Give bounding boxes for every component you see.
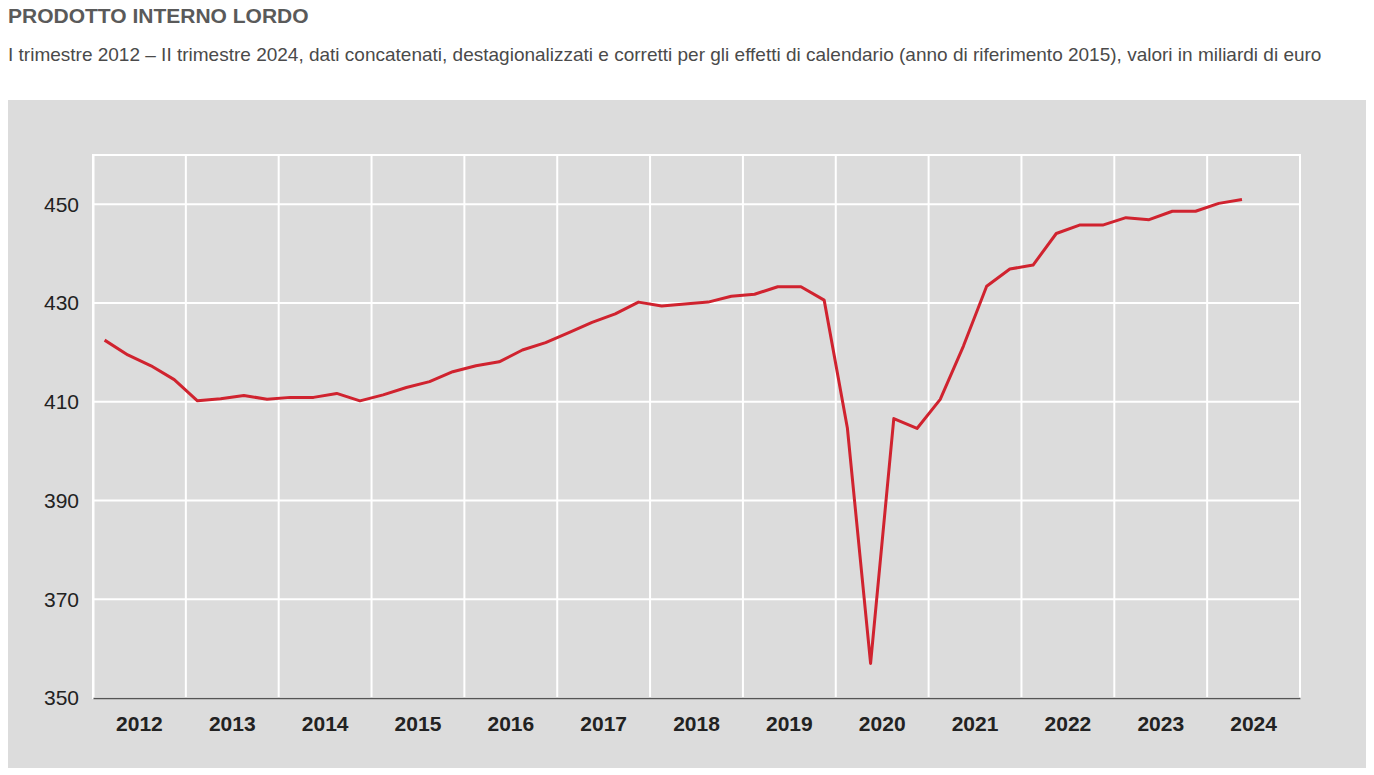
x-tick: 2019 bbox=[766, 698, 813, 735]
x-tick: 2015 bbox=[395, 698, 442, 735]
y-axis: 350 370 390 410 430 450 bbox=[44, 156, 94, 710]
x-tick-label: 2023 bbox=[1137, 712, 1184, 735]
x-tick: 2021 bbox=[952, 698, 999, 735]
y-tick-label: 410 bbox=[44, 390, 79, 413]
title: PRODOTTO INTERNO LORDO bbox=[8, 4, 309, 28]
y-tick: 430 bbox=[44, 291, 93, 314]
x-tick-label: 2024 bbox=[1230, 712, 1277, 735]
y-tick-label: 450 bbox=[44, 193, 79, 216]
x-tick: 2016 bbox=[487, 698, 534, 735]
x-tick: 2018 bbox=[673, 698, 720, 735]
x-axis-line bbox=[94, 698, 1301, 700]
x-tick-label: 2022 bbox=[1045, 712, 1092, 735]
x-tick-label: 2016 bbox=[487, 712, 534, 735]
y-tick: 450 bbox=[44, 193, 93, 216]
y-axis-line bbox=[93, 156, 95, 699]
y-tick-label: 350 bbox=[44, 686, 79, 709]
y-tick: 390 bbox=[44, 489, 93, 512]
subtitle: I trimestre 2012 – II trimestre 2024, da… bbox=[8, 40, 1370, 69]
x-tick: 2020 bbox=[859, 698, 906, 735]
y-grid-line bbox=[93, 401, 1300, 403]
x-tick-label: 2012 bbox=[116, 712, 163, 735]
year-divider bbox=[742, 155, 744, 698]
year-divider bbox=[649, 155, 651, 698]
year-divider bbox=[556, 155, 558, 698]
year-divider bbox=[835, 155, 837, 698]
plot-background bbox=[8, 100, 1366, 768]
x-tick-label: 2014 bbox=[302, 712, 349, 735]
x-tick: 2014 bbox=[302, 698, 349, 735]
x-tick-label: 2013 bbox=[209, 712, 256, 735]
year-divider bbox=[92, 155, 94, 698]
y-tick-label: 430 bbox=[44, 291, 79, 314]
y-grid-line bbox=[93, 697, 1300, 699]
series-group bbox=[105, 199, 1242, 663]
y-grid-line bbox=[93, 203, 1300, 205]
year-divider bbox=[1299, 155, 1301, 698]
y-tick: 370 bbox=[44, 587, 93, 610]
year-divider bbox=[278, 155, 280, 698]
x-tick: 2023 bbox=[1137, 698, 1184, 735]
y-tick-label: 390 bbox=[44, 489, 79, 512]
year-divider bbox=[1113, 155, 1115, 698]
x-tick: 2012 bbox=[116, 698, 163, 735]
x-tick: 2022 bbox=[1045, 698, 1092, 735]
x-tick-label: 2021 bbox=[952, 712, 999, 735]
x-axis: 2012 2013 2014 2015 2016 2017 2018 2019 2020 2021… bbox=[94, 698, 1301, 735]
x-tick-label: 2015 bbox=[395, 712, 442, 735]
year-divider bbox=[1206, 155, 1208, 698]
y-tick-label: 370 bbox=[44, 587, 79, 610]
gdp-line bbox=[105, 199, 1242, 663]
x-tick: 2024 bbox=[1230, 698, 1277, 735]
x-tick-label: 2019 bbox=[766, 712, 813, 735]
y-tick: 410 bbox=[44, 390, 93, 413]
x-tick: 2017 bbox=[580, 698, 627, 735]
year-divider bbox=[463, 155, 465, 698]
year-divider bbox=[1020, 155, 1022, 698]
y-tick: 350 bbox=[44, 686, 93, 709]
x-tick: 2013 bbox=[209, 698, 256, 735]
year-divider bbox=[928, 155, 930, 698]
year-divider bbox=[185, 155, 187, 698]
x-tick-label: 2020 bbox=[859, 712, 906, 735]
plot-frame bbox=[93, 155, 1300, 698]
x-tick-label: 2018 bbox=[673, 712, 720, 735]
year-divider bbox=[371, 155, 373, 698]
x-tick-label: 2017 bbox=[580, 712, 627, 735]
y-grid-line bbox=[93, 500, 1300, 502]
y-grid-line bbox=[93, 598, 1300, 600]
